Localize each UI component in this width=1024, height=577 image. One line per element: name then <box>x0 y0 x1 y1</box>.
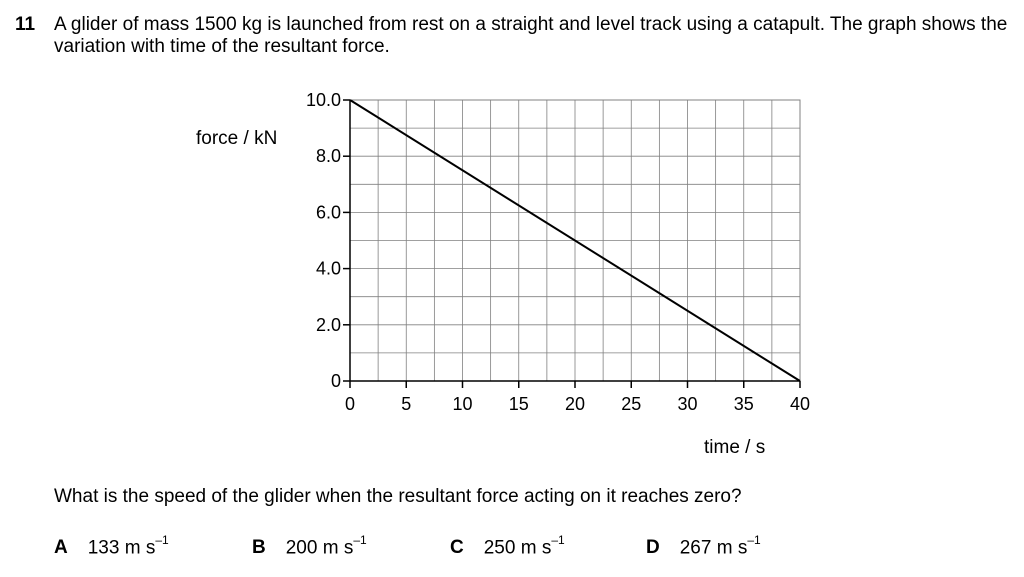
option-b-exponent: –1 <box>353 533 367 547</box>
question-number: 11 <box>15 14 36 35</box>
option-a[interactable]: A 133 m s–1 <box>54 533 169 559</box>
x-tick-label: 35 <box>734 394 754 414</box>
option-c-value: 250 m s <box>483 537 552 559</box>
y-tick-label: 10.0 <box>306 90 341 110</box>
y-tick-label: 4.0 <box>316 259 341 279</box>
option-d-letter: D <box>646 537 660 559</box>
option-b-letter: B <box>252 537 266 559</box>
series-line <box>349 99 801 382</box>
x-tick-label: 20 <box>565 394 585 414</box>
option-c[interactable]: C 250 m s–1 <box>450 533 565 559</box>
x-tick-label: 0 <box>345 394 355 414</box>
x-axis-label: time / s <box>704 437 765 458</box>
y-tick-label: 8.0 <box>316 146 341 166</box>
question-prompt: What is the speed of the glider when the… <box>54 486 742 507</box>
option-d-exponent: –1 <box>747 533 761 547</box>
option-b[interactable]: B 200 m s–1 <box>252 533 367 559</box>
option-a-exponent: –1 <box>155 533 169 547</box>
y-tick-label: 6.0 <box>316 202 341 222</box>
option-c-exponent: –1 <box>551 533 565 547</box>
option-b-value: 200 m s <box>285 537 354 559</box>
x-tick-label: 5 <box>401 394 411 414</box>
x-tick-label: 15 <box>509 394 529 414</box>
option-d-value: 267 m s <box>679 537 748 559</box>
option-a-letter: A <box>54 537 68 559</box>
x-tick-label: 40 <box>790 394 810 414</box>
option-a-value: 133 m s <box>87 537 156 559</box>
option-d[interactable]: D 267 m s–1 <box>646 533 761 559</box>
question-stem: A glider of mass 1500 kg is launched fro… <box>54 14 1008 57</box>
y-axis-label: force / kN <box>196 128 277 149</box>
x-tick-label: 25 <box>621 394 641 414</box>
y-tick-label: 2.0 <box>316 315 341 335</box>
y-tick-label: 0 <box>331 371 341 391</box>
x-tick-label: 30 <box>677 394 697 414</box>
option-c-letter: C <box>450 537 464 559</box>
x-tick-label: 10 <box>452 394 472 414</box>
